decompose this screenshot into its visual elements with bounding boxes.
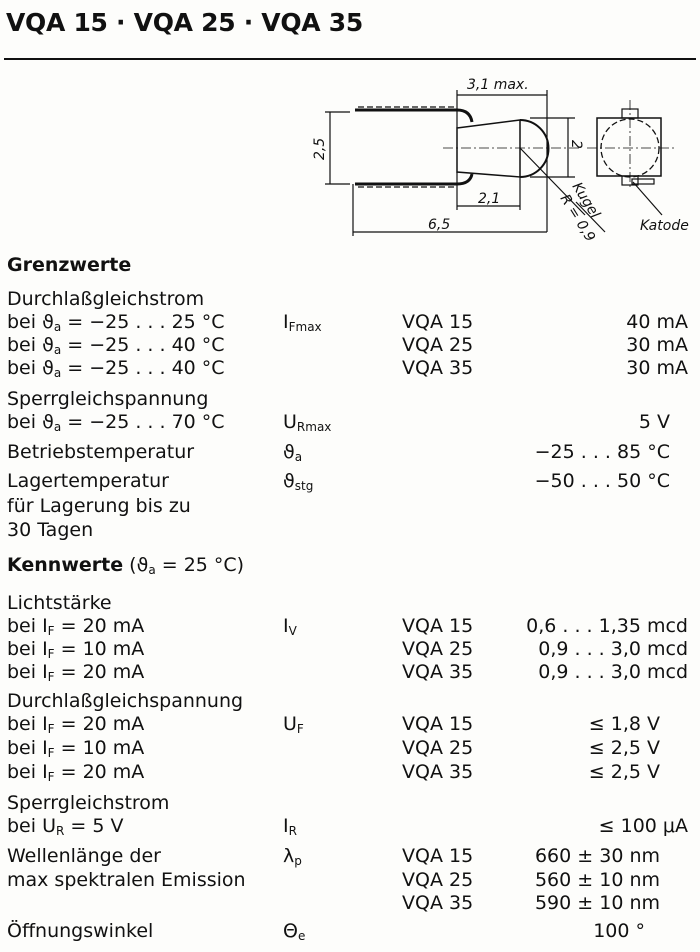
label: Lagertemperatur xyxy=(7,470,169,492)
table-row: bei IF = 10 mA VQA 25 0,9 . . . 3,0 mcd xyxy=(0,637,700,661)
lower-lead xyxy=(355,173,474,186)
table-row: bei ϑa = −25 . . . 70 °C URmax 5 V xyxy=(0,410,700,434)
condition: bei IF = 20 mA xyxy=(7,761,145,784)
symbol: URmax xyxy=(283,411,332,434)
type: VQA 25 xyxy=(402,869,474,891)
type: VQA 25 xyxy=(402,638,474,660)
label: Wellenlänge der xyxy=(7,845,161,867)
symbol: Θe xyxy=(283,920,306,943)
table-row: Lagertemperatur ϑstg −50 . . . 50 °C xyxy=(0,469,700,493)
dim-25: 2,5 xyxy=(312,138,328,160)
table-row: bei ϑa = −25 . . . 40 °C VQA 35 30 mA xyxy=(0,356,700,380)
value: ≤ 2,5 V xyxy=(588,737,660,759)
led-body xyxy=(456,119,521,178)
value: 40 mA xyxy=(626,311,688,333)
symbol: IV xyxy=(283,615,297,638)
value: 0,9 . . . 3,0 mcd xyxy=(538,661,688,683)
katode-leader xyxy=(632,181,663,216)
value: 660 ± 30 nm xyxy=(534,845,660,867)
table-row: bei IF = 20 mA IV VQA 15 0,6 . . . 1,35 … xyxy=(0,614,700,638)
value: ≤ 100 μA xyxy=(598,815,688,837)
type: VQA 35 xyxy=(402,892,474,914)
table-row: max spektralen Emission VQA 25 560 ± 10 … xyxy=(0,868,700,892)
symbol: UF xyxy=(283,713,304,736)
condition: bei ϑa = −25 . . . 70 °C xyxy=(7,411,225,434)
value: −25 . . . 85 °C xyxy=(534,441,670,463)
dim-65: 6,5 xyxy=(428,217,450,233)
symbol: IR xyxy=(283,815,297,838)
type: VQA 25 xyxy=(402,737,474,759)
uf-label: Durchlaßgleichspannung xyxy=(7,690,244,712)
label: Öffnungswinkel xyxy=(7,920,154,942)
value: −50 . . . 50 °C xyxy=(534,470,670,492)
condition: bei IF = 20 mA xyxy=(7,661,145,684)
table-row: bei ϑa = −25 . . . 40 °C VQA 25 30 mA xyxy=(0,333,700,357)
package-drawing: 3,1 max. 2,5 2 2,1 6,5 Kugel R = 0,9 Kat… xyxy=(312,77,689,245)
symbol: ϑstg xyxy=(283,470,314,493)
symbol: λp xyxy=(283,845,302,868)
type: VQA 15 xyxy=(402,615,474,637)
type: VQA 35 xyxy=(402,661,474,683)
dim-31-max: 3,1 max. xyxy=(467,77,529,93)
condition: bei ϑa = −25 . . . 40 °C xyxy=(7,334,225,357)
ur-label: Sperrgleichspannung xyxy=(7,388,209,410)
condition: bei ϑa = −25 . . . 25 °C xyxy=(7,311,225,334)
katode-label: Katode xyxy=(640,218,689,234)
page-title: VQA 15 · VQA 25 · VQA 35 xyxy=(6,8,363,37)
value: 30 mA xyxy=(626,357,688,379)
table-row: bei IF = 10 mA VQA 25 ≤ 2,5 V xyxy=(0,736,700,760)
section-kennwerte: Kennwerte (ϑa = 25 °C) xyxy=(7,554,245,577)
if-label: Durchlaßgleichstrom xyxy=(7,288,205,310)
value: ≤ 2,5 V xyxy=(588,761,660,783)
value: 560 ± 10 nm xyxy=(534,869,660,891)
table-row: bei ϑa = −25 . . . 25 °C IFmax VQA 15 40… xyxy=(0,310,700,334)
section-grenzwerte: Grenzwerte xyxy=(7,254,132,276)
table-row: bei IF = 20 mA UF VQA 15 ≤ 1,8 V xyxy=(0,712,700,736)
value: 0,6 . . . 1,35 mcd xyxy=(526,615,688,637)
iv-label: Lichtstärke xyxy=(7,592,112,614)
table-row: bei IF = 20 mA VQA 35 ≤ 2,5 V xyxy=(0,760,700,784)
value: 0,9 . . . 3,0 mcd xyxy=(538,638,688,660)
symbol: ϑa xyxy=(283,441,303,464)
type: VQA 35 xyxy=(402,761,474,783)
type: VQA 15 xyxy=(402,713,474,735)
lager-label-3: 30 Tagen xyxy=(7,519,94,541)
condition: bei IF = 10 mA xyxy=(7,638,145,661)
condition: bei UR = 5 V xyxy=(7,815,124,838)
condition: bei IF = 10 mA xyxy=(7,737,145,760)
value: 5 V xyxy=(638,411,670,433)
type: VQA 25 xyxy=(402,334,474,356)
table-row: Öffnungswinkel Θe 100 ° xyxy=(0,919,700,943)
type: VQA 35 xyxy=(402,357,474,379)
value: ≤ 1,8 V xyxy=(588,713,660,735)
table-row: Betriebstemperatur ϑa −25 . . . 85 °C xyxy=(0,440,700,464)
condition: bei IF = 20 mA xyxy=(7,615,145,638)
table-row: bei IF = 20 mA VQA 35 0,9 . . . 3,0 mcd xyxy=(0,660,700,684)
dim-2: 2 xyxy=(568,140,584,149)
label: max spektralen Emission xyxy=(7,869,246,891)
type: VQA 15 xyxy=(402,311,474,333)
value: 100 ° xyxy=(593,920,645,942)
lager-label-2: für Lagerung bis zu xyxy=(7,495,191,517)
upper-lead xyxy=(355,108,474,123)
table-row: bei UR = 5 V IR ≤ 100 μA xyxy=(0,814,700,838)
dim-21: 2,1 xyxy=(478,191,500,207)
value: 590 ± 10 nm xyxy=(534,892,660,914)
label: Betriebstemperatur xyxy=(7,441,195,463)
table-row: VQA 35 590 ± 10 nm xyxy=(0,891,700,915)
title-rule xyxy=(4,58,696,60)
table-row: Wellenlänge der λp VQA 15 660 ± 30 nm xyxy=(0,844,700,868)
symbol: IFmax xyxy=(283,311,322,334)
led-dome xyxy=(519,119,550,178)
condition: bei IF = 20 mA xyxy=(7,713,145,736)
condition: bei ϑa = −25 . . . 40 °C xyxy=(7,357,225,380)
ir-label: Sperrgleichstrom xyxy=(7,792,170,814)
type: VQA 15 xyxy=(402,845,474,867)
value: 30 mA xyxy=(626,334,688,356)
